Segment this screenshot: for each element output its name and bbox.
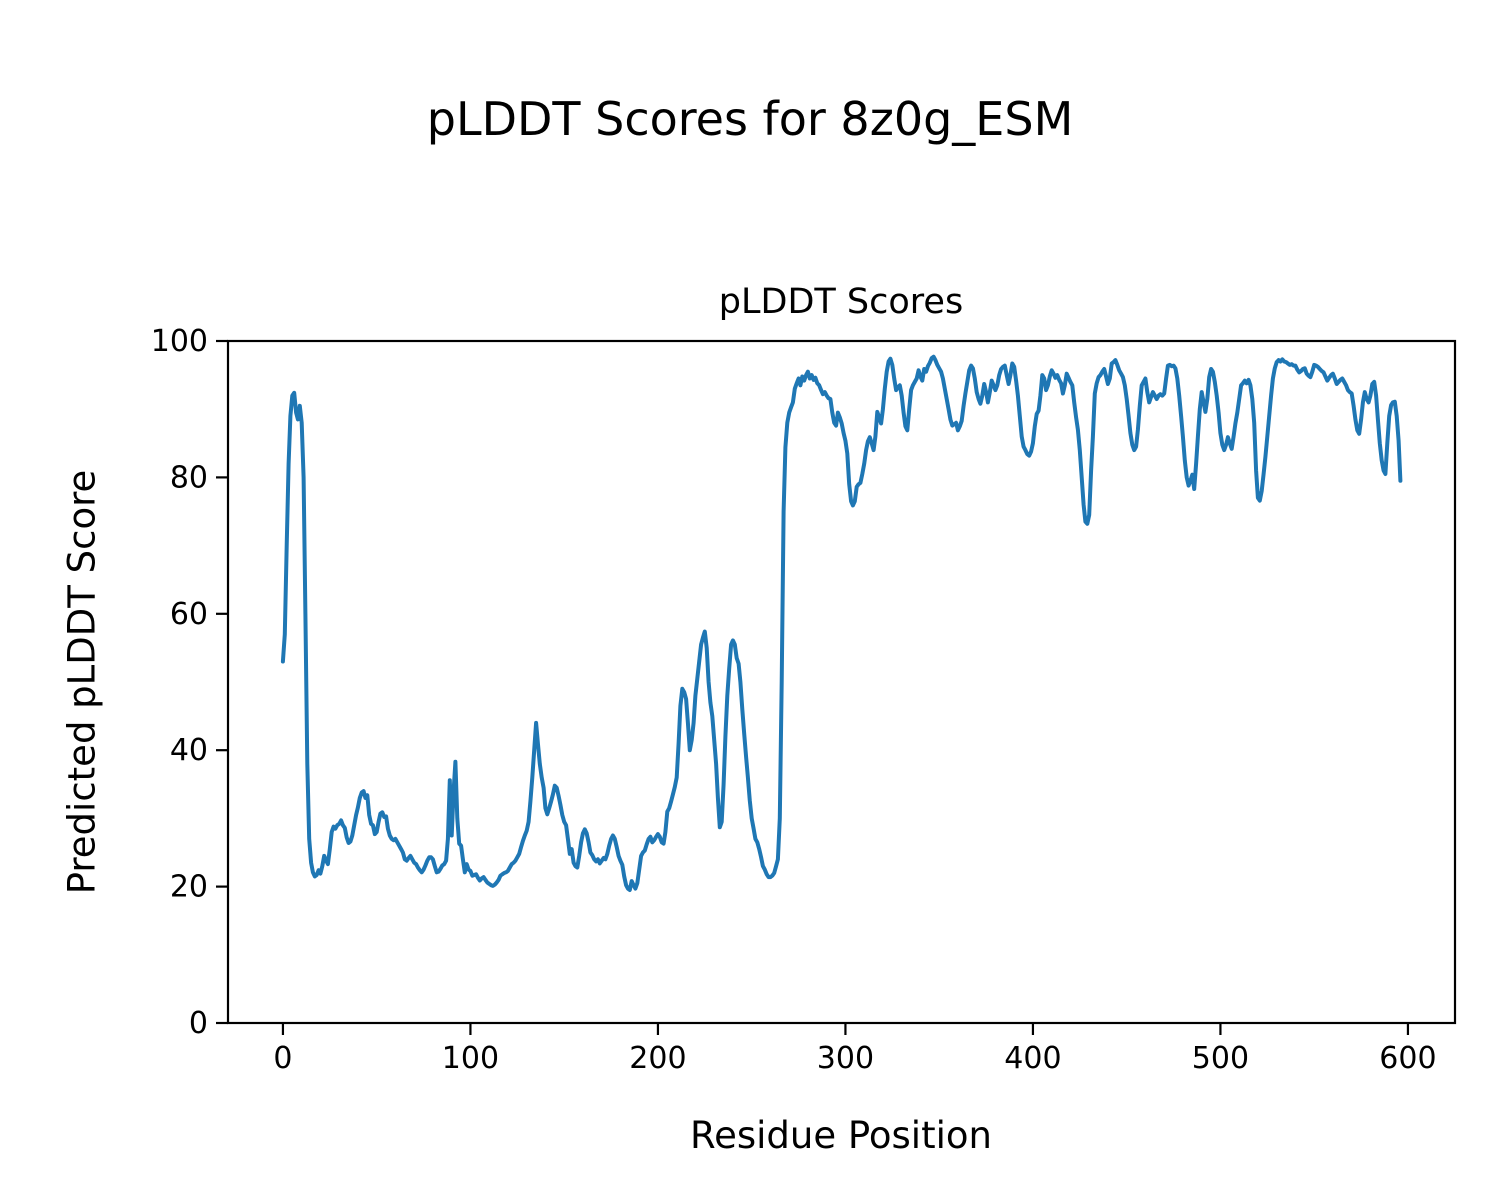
axes-spines [226,339,1457,1025]
svg-text:400: 400 [1004,1041,1061,1076]
x-axis-label: Residue Position [690,1114,992,1157]
svg-text:40: 40 [170,733,208,768]
svg-text:0: 0 [273,1041,292,1076]
svg-text:20: 20 [170,870,208,905]
svg-text:500: 500 [1192,1041,1249,1076]
svg-text:60: 60 [170,597,208,632]
svg-text:0: 0 [189,1006,208,1041]
svg-text:600: 600 [1379,1041,1436,1076]
axis-tick-labels: 0 100 200 300 400 500 600 0 20 40 60 80 100 [151,324,1437,1076]
figure-suptitle: pLDDT Scores for 8z0g_ESM [426,92,1074,146]
svg-text:100: 100 [442,1041,499,1076]
axes-title: pLDDT Scores [718,282,964,322]
svg-text:300: 300 [817,1041,874,1076]
axis-ticks [216,339,1410,1035]
svg-text:80: 80 [170,460,208,495]
plddt-line [280,354,1403,892]
svg-text:200: 200 [629,1041,686,1076]
svg-text:100: 100 [151,324,208,359]
